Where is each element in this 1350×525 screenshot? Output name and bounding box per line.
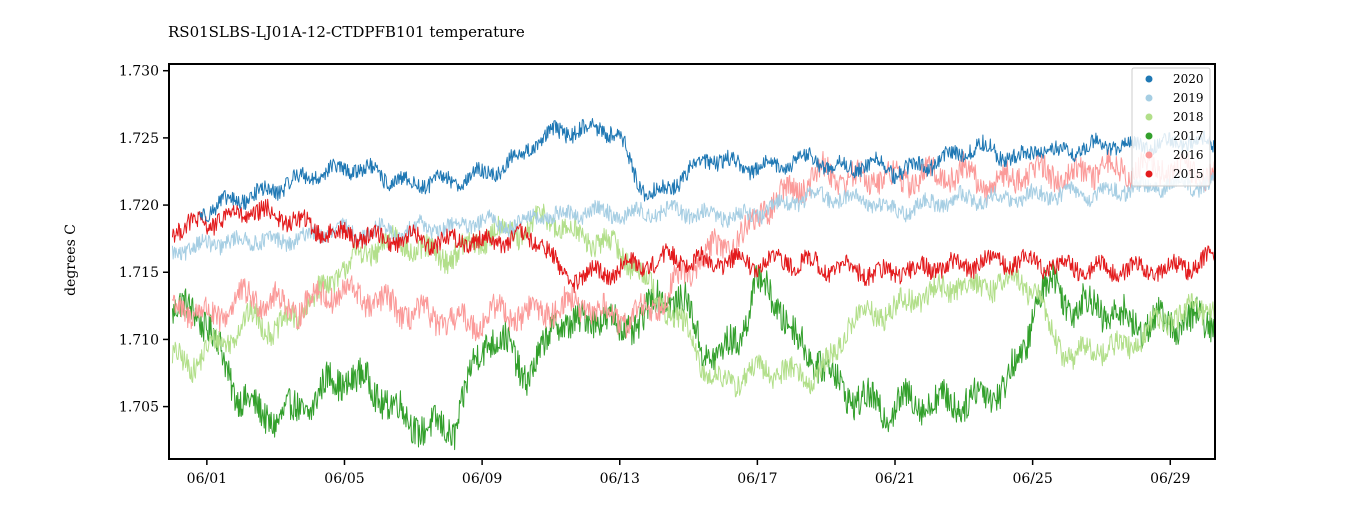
legend-label: 2017	[1173, 129, 1204, 143]
chart-title: RS01SLBS-LJ01A-12-CTDPFB101 temperature	[168, 23, 525, 41]
legend-marker-2015	[1145, 170, 1153, 178]
y-tick-label: 1.720	[119, 198, 159, 214]
series-layer	[171, 118, 1215, 451]
series-line-2015	[171, 198, 1215, 294]
legend-label: 2019	[1173, 91, 1204, 105]
y-axis: 1.705 1.710 1.715 1.720 1.725 1.730	[119, 64, 169, 416]
x-tick-label: 06/25	[1012, 471, 1052, 487]
x-tick-label: 06/21	[875, 471, 915, 487]
legend-marker-2019	[1145, 94, 1153, 102]
legend-marker-2016	[1145, 151, 1153, 159]
x-tick-label: 06/13	[600, 471, 640, 487]
x-tick-label: 06/17	[737, 471, 777, 487]
y-tick-label: 1.705	[119, 400, 159, 416]
plot-frame	[168, 63, 1216, 460]
y-axis-label: degrees C	[63, 224, 79, 296]
series-line-2017	[171, 260, 1215, 451]
y-tick-label: 1.715	[119, 265, 159, 281]
legend-marker-2020	[1145, 75, 1153, 83]
x-tick-label: 06/05	[324, 471, 364, 487]
y-tick-label: 1.730	[119, 64, 159, 80]
legend: 2020 2019 2018 2017 2016 2015	[1131, 67, 1211, 187]
legend-label: 2020	[1173, 72, 1204, 86]
x-tick-label: 06/01	[187, 471, 227, 487]
legend-label: 2015	[1173, 167, 1204, 181]
legend-label: 2018	[1173, 110, 1204, 124]
y-tick-label: 1.725	[119, 131, 159, 147]
x-tick-label: 06/09	[462, 471, 502, 487]
legend-marker-2018	[1145, 113, 1153, 121]
y-tick-label: 1.710	[119, 332, 159, 348]
legend-marker-2017	[1145, 132, 1153, 140]
x-tick-label: 06/29	[1150, 471, 1190, 487]
x-axis: 06/01 06/05 06/09 06/13 06/17 06/21 06/25 06/29	[187, 459, 1190, 487]
series-line-2020	[199, 118, 1215, 223]
legend-label: 2016	[1173, 148, 1204, 162]
series-line-2018	[171, 203, 1215, 398]
series-line-2019	[171, 172, 1215, 261]
series-line-2016	[171, 148, 1215, 342]
